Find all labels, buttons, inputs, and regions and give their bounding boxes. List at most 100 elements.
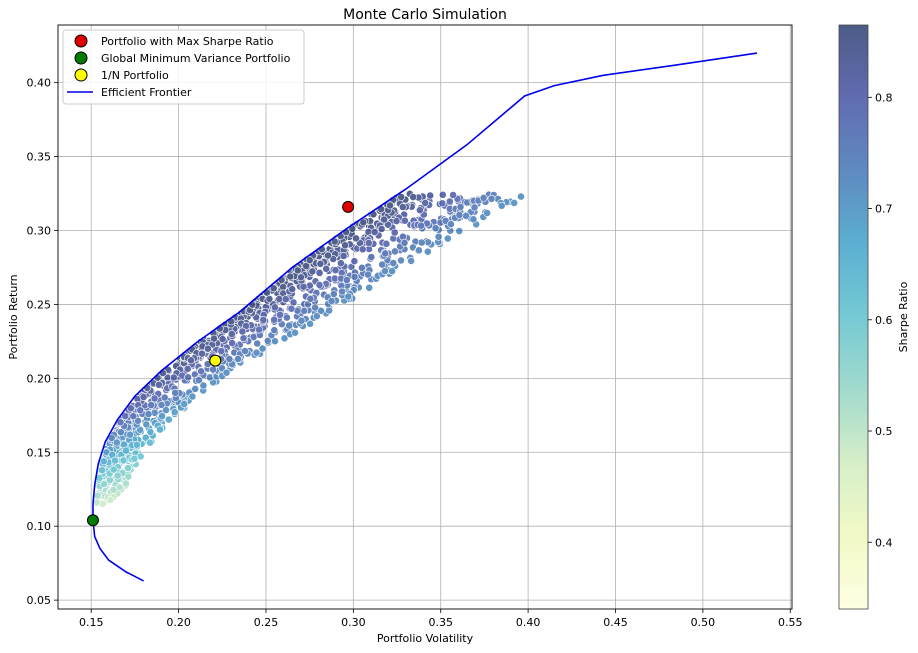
simulated-portfolio-point bbox=[225, 355, 234, 363]
simulated-portfolio-point bbox=[198, 349, 206, 358]
simulated-portfolio-point bbox=[234, 354, 242, 363]
x-tick-label: 0.25 bbox=[254, 616, 279, 629]
simulated-portfolio-point bbox=[438, 190, 447, 199]
simulated-portfolio-point bbox=[191, 384, 200, 393]
simulated-portfolio-point bbox=[381, 249, 390, 258]
simulated-portfolio-point bbox=[456, 202, 465, 211]
y-tick-label: 0.35 bbox=[27, 151, 52, 164]
x-tick-label: 0.15 bbox=[79, 616, 104, 629]
simulated-portfolio-point bbox=[324, 251, 332, 260]
simulated-portfolio-point bbox=[106, 495, 115, 504]
simulated-portfolio-point bbox=[241, 347, 249, 355]
simulated-portfolio-point bbox=[380, 267, 389, 275]
simulated-portfolio-point bbox=[400, 238, 409, 247]
simulated-portfolio-point bbox=[407, 256, 415, 265]
simulated-portfolio-point bbox=[327, 297, 336, 305]
simulated-portfolio-point bbox=[469, 215, 478, 224]
simulated-portfolio-point bbox=[497, 201, 506, 210]
simulated-portfolio-point bbox=[111, 456, 119, 465]
simulated-portfolio-point bbox=[344, 292, 353, 301]
legend-equal-weight-marker bbox=[74, 68, 88, 82]
simulated-portfolio-point bbox=[281, 295, 290, 304]
colorbar: 0.4 0.5 0.6 0.7 0.8 Sharpe Ratio bbox=[838, 24, 910, 610]
simulated-portfolio-point bbox=[315, 280, 324, 289]
simulated-portfolio-point bbox=[239, 334, 248, 343]
simulated-portfolio-point bbox=[312, 312, 321, 321]
simulated-portfolio-point bbox=[136, 406, 145, 415]
max-sharpe-marker bbox=[342, 200, 355, 213]
simulated-portfolio-point bbox=[160, 393, 169, 402]
simulated-portfolio-point bbox=[92, 498, 101, 507]
simulated-portfolio-point bbox=[462, 211, 470, 220]
simulated-portfolio-point bbox=[109, 465, 118, 474]
x-tick-label: 0.55 bbox=[778, 616, 803, 629]
simulated-portfolio-point bbox=[170, 408, 179, 417]
simulated-portfolio-point bbox=[259, 315, 268, 324]
simulated-portfolio-point bbox=[397, 256, 405, 265]
simulated-portfolio-point bbox=[397, 193, 406, 201]
simulated-portfolio-point bbox=[517, 192, 525, 201]
simulated-portfolio-point bbox=[238, 327, 247, 336]
simulated-portfolio-point bbox=[139, 393, 148, 401]
simulated-portfolio-point bbox=[306, 319, 314, 328]
simulated-portfolio-point bbox=[417, 221, 425, 230]
special-markers bbox=[86, 200, 355, 527]
simulated-portfolio-point bbox=[164, 415, 173, 424]
scatter-cloud bbox=[92, 189, 525, 508]
simulated-portfolio-point bbox=[367, 253, 376, 261]
y-tick-label: 0.30 bbox=[27, 225, 52, 238]
colorbar-tick-label: 0.4 bbox=[875, 536, 893, 549]
simulated-portfolio-point bbox=[210, 334, 218, 343]
equal-weight-marker bbox=[209, 354, 222, 367]
colorbar-tick-label: 0.5 bbox=[875, 425, 893, 438]
simulated-portfolio-point bbox=[263, 336, 272, 345]
simulated-portfolio-point bbox=[162, 406, 170, 414]
simulated-portfolio-point bbox=[109, 485, 118, 494]
simulated-portfolio-point bbox=[455, 227, 464, 235]
legend: Portfolio with Max Sharpe Ratio Global M… bbox=[62, 29, 305, 105]
simulated-portfolio-point bbox=[338, 287, 346, 296]
simulated-portfolio-point bbox=[154, 380, 163, 389]
simulated-portfolio-point bbox=[141, 433, 150, 442]
legend-max-sharpe-marker bbox=[74, 34, 88, 48]
simulated-portfolio-point bbox=[130, 454, 139, 463]
x-tick-label: 0.20 bbox=[166, 616, 191, 629]
simulated-portfolio-point bbox=[119, 456, 128, 465]
simulated-portfolio-point bbox=[218, 335, 227, 343]
simulated-portfolio-point bbox=[112, 438, 121, 447]
simulated-portfolio-point bbox=[382, 239, 391, 248]
simulated-portfolio-point bbox=[276, 310, 284, 319]
y-tick-label: 0.10 bbox=[27, 520, 52, 533]
simulated-portfolio-point bbox=[302, 262, 311, 270]
simulated-portfolio-point bbox=[99, 457, 108, 466]
simulated-portfolio-point bbox=[270, 326, 279, 335]
simulated-portfolio-point bbox=[423, 247, 432, 256]
simulated-portfolio-point bbox=[417, 238, 426, 247]
simulated-portfolio-point bbox=[341, 241, 349, 250]
legend-frontier-label: Efficient Frontier bbox=[101, 86, 192, 99]
simulated-portfolio-point bbox=[241, 322, 250, 330]
simulated-portfolio-point bbox=[288, 285, 297, 294]
simulated-portfolio-point bbox=[339, 252, 348, 260]
simulated-portfolio-point bbox=[93, 491, 102, 500]
simulated-portfolio-point bbox=[121, 412, 130, 420]
simulated-portfolio-point bbox=[386, 201, 394, 210]
simulated-portfolio-point bbox=[315, 268, 324, 277]
y-tick-label: 0.25 bbox=[27, 298, 52, 311]
x-tick-label: 0.30 bbox=[341, 616, 366, 629]
simulated-portfolio-point bbox=[156, 425, 164, 434]
simulated-portfolio-point bbox=[228, 339, 236, 347]
simulated-portfolio-point bbox=[388, 267, 396, 276]
simulated-portfolio-point bbox=[286, 272, 295, 281]
x-axis-ticks: 0.15 0.20 0.25 0.30 0.35 0.40 0.45 0.50 0.55 bbox=[79, 609, 803, 629]
simulated-portfolio-point bbox=[122, 446, 130, 455]
colorbar-gradient bbox=[838, 24, 869, 610]
legend-gmv-marker bbox=[74, 51, 88, 65]
simulated-portfolio-point bbox=[222, 368, 231, 377]
simulated-portfolio-point bbox=[122, 479, 130, 488]
simulated-portfolio-point bbox=[300, 306, 308, 315]
simulated-portfolio-point bbox=[470, 203, 479, 212]
simulated-portfolio-point bbox=[384, 220, 392, 229]
min-variance-marker bbox=[86, 514, 99, 527]
simulated-portfolio-point bbox=[297, 273, 305, 282]
